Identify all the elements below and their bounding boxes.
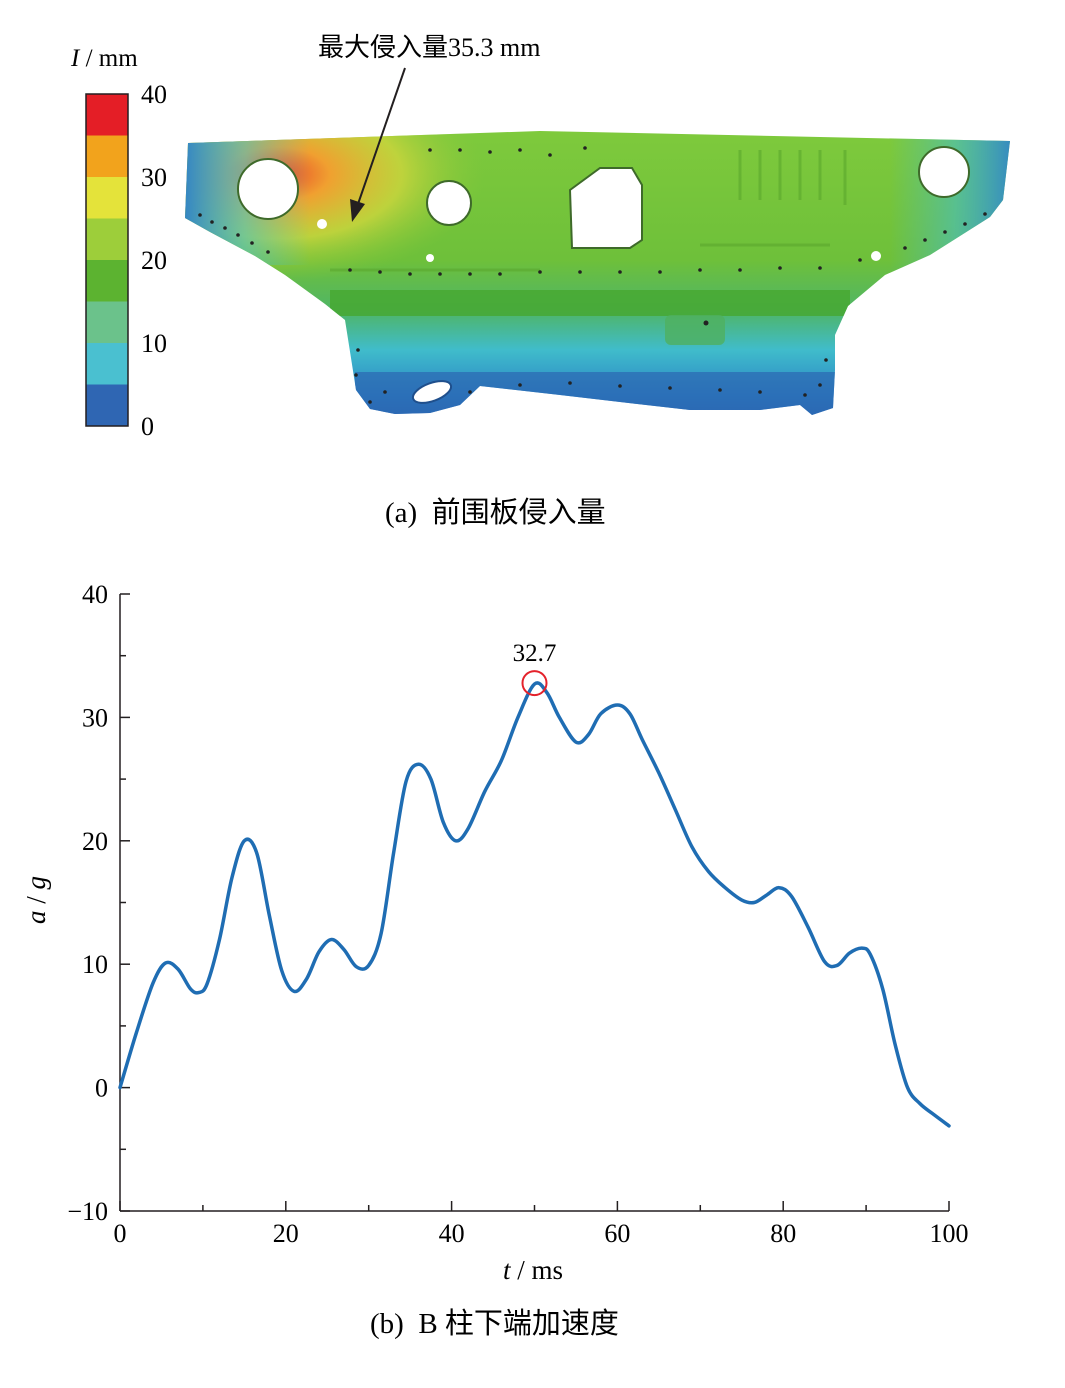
legend-swatch: [86, 384, 128, 427]
legend-title-unit: / mm: [79, 45, 138, 72]
max-annotation: 最大侵入量35.3 mm: [318, 33, 540, 222]
legend-swatch: [86, 260, 128, 302]
legend-swatch: [86, 135, 128, 178]
y-axis-label-sep: /: [21, 889, 51, 910]
x-tick-label: 60: [604, 1219, 630, 1248]
x-axis-label-unit: / ms: [511, 1255, 564, 1285]
legend-tick-label: 20: [141, 246, 167, 275]
y-axis-label: a / g: [21, 876, 51, 924]
y-tick-label: 10: [82, 950, 108, 979]
caption-b: (b) B 柱下端加速度: [370, 1307, 619, 1340]
colorbar-legend: I / mm 40 30 20 10 0: [70, 45, 167, 441]
x-axis-label-var: t: [503, 1255, 512, 1285]
legend-swatch: [86, 218, 128, 261]
legend-title-var: I: [70, 45, 81, 72]
x-tick-label: 100: [930, 1219, 969, 1248]
y-axis-label-var: a: [21, 911, 51, 925]
series-line: [118, 681, 951, 1128]
legend-ticks: 40 30 20 10 0: [141, 80, 167, 441]
annotation-arrow-head: [350, 199, 365, 222]
legend-swatch: [86, 177, 128, 219]
x-tick-label: 20: [273, 1219, 299, 1248]
y-tick-label: 0: [95, 1074, 108, 1103]
x-axis-label: t / ms: [503, 1255, 563, 1285]
y-tick-label: 20: [82, 827, 108, 856]
legend-swatch: [86, 343, 128, 385]
y-tick-label: −10: [67, 1197, 108, 1226]
contour-panel: [185, 131, 1010, 415]
legend-tick-label: 30: [141, 163, 167, 192]
caption-a: (a) 前围板侵入量: [385, 496, 606, 529]
legend-title: I / mm: [70, 45, 138, 72]
legend-tick-label: 10: [141, 329, 167, 358]
legend-swatches: [86, 94, 128, 427]
legend-tick-label: 40: [141, 80, 167, 109]
legend-frame: [85, 93, 129, 427]
y-tick-label: 30: [82, 703, 108, 732]
peak-marker: [521, 670, 548, 697]
peak-label: 32.7: [513, 640, 557, 667]
x-tick-label: 40: [439, 1219, 465, 1248]
y-axis-label-unit: g: [21, 876, 51, 890]
x-tick-label: 80: [770, 1219, 796, 1248]
x-tick-label: 0: [114, 1219, 127, 1248]
legend-swatch: [86, 301, 128, 344]
legend-swatch: [86, 94, 128, 136]
legend-tick-label: 0: [141, 412, 154, 441]
annotation-arrow-line: [357, 67, 406, 205]
annotation-label: 最大侵入量35.3 mm: [318, 33, 540, 62]
y-tick-label: 40: [82, 580, 108, 609]
